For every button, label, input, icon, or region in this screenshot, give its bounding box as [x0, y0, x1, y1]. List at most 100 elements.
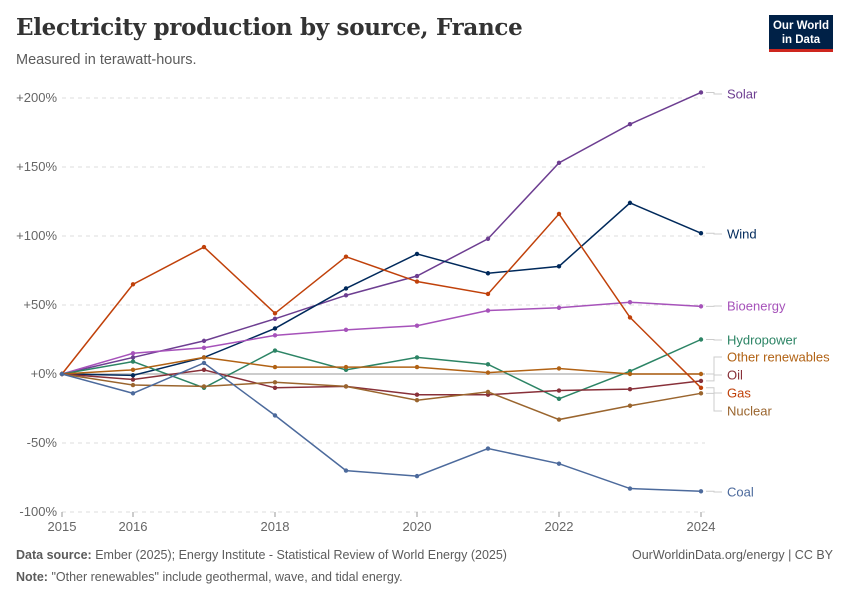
series-line-nuclear	[61, 373, 702, 421]
data-point-bioenergy	[627, 300, 633, 305]
note-label: Note:	[16, 570, 48, 584]
label-connector	[706, 374, 722, 382]
data-point-nuclear	[201, 384, 207, 389]
data-point-bioenergy	[130, 351, 136, 356]
data-point-nuclear	[414, 398, 420, 403]
data-point-coal	[485, 446, 491, 451]
data-point-bioenergy	[556, 305, 562, 310]
data-point-wind	[414, 251, 420, 257]
data-point-oil	[272, 385, 278, 390]
data-point-other-renewables	[414, 364, 420, 370]
data-point-other-renewables	[130, 367, 136, 373]
data-point-wind	[343, 286, 349, 291]
series-label-wind: Wind	[727, 227, 757, 242]
data-point-bioenergy	[272, 333, 278, 338]
data-point-coal	[272, 413, 278, 418]
note-text: "Other renewables" include geothermal, w…	[51, 570, 403, 584]
data-point-hydropower	[556, 396, 562, 402]
data-point-nuclear	[485, 389, 491, 395]
series-line-bioenergy	[61, 301, 702, 375]
data-point-solar	[485, 236, 491, 241]
data-point-other-renewables	[485, 370, 491, 375]
data-point-wind	[272, 326, 278, 331]
data-point-hydropower	[485, 362, 491, 367]
label-connector	[706, 339, 722, 341]
label-connector	[706, 392, 722, 412]
data-point-nuclear	[130, 382, 136, 388]
y-tick-label: +0%	[31, 366, 58, 381]
data-point-wind	[485, 271, 491, 276]
label-connector	[706, 490, 722, 493]
series-label-oil: Oil	[727, 368, 743, 383]
data-point-other-renewables	[343, 364, 349, 370]
data-point-bioenergy	[343, 327, 349, 333]
series-line-coal	[61, 362, 702, 493]
series-label-nuclear: Nuclear	[727, 404, 772, 419]
chart-subtitle: Measured in terawatt-hours.	[16, 52, 197, 68]
data-point-wind	[130, 373, 136, 378]
label-connector	[706, 387, 722, 394]
chart-title: Electricity production by source, France	[16, 14, 523, 41]
data-point-other-renewables	[556, 366, 562, 371]
data-point-gas	[130, 282, 136, 287]
data-source: Data source: Ember (2025); Energy Instit…	[16, 548, 507, 562]
data-point-coal	[201, 360, 207, 366]
data-point-nuclear	[627, 403, 633, 408]
data-point-gas	[627, 315, 633, 320]
data-point-gas	[556, 211, 562, 217]
owid-logo[interactable]: Our World in Data	[769, 15, 833, 52]
data-point-other-renewables	[201, 355, 207, 360]
note: Note: "Other renewables" include geother…	[16, 570, 403, 584]
data-point-oil	[698, 378, 704, 384]
data-point-gas	[485, 291, 491, 297]
series-line-other-renewables	[61, 356, 701, 375]
data-point-bioenergy	[201, 345, 207, 350]
data-point-solar	[201, 338, 207, 344]
data-point-wind	[698, 231, 704, 236]
x-tick-label: 2024	[687, 519, 716, 534]
data-point-oil	[130, 377, 136, 382]
data-point-wind	[556, 264, 562, 269]
data-point-oil	[556, 388, 562, 393]
data-point-oil	[201, 367, 207, 373]
series-line-gas	[61, 212, 702, 389]
data-point-hydropower	[698, 337, 704, 342]
data-point-oil	[414, 392, 420, 397]
data-point-solar	[130, 355, 136, 360]
data-point-nuclear	[698, 391, 704, 396]
data-point-bioenergy	[698, 304, 704, 309]
data-point-coal	[556, 461, 562, 466]
data-point-solar	[698, 90, 704, 95]
label-connector	[706, 91, 722, 95]
y-tick-label: -100%	[19, 504, 57, 519]
data-point-wind	[627, 200, 633, 206]
credit-link[interactable]: OurWorldinData.org/energy | CC BY	[631, 548, 833, 562]
series-label-solar: Solar	[727, 87, 758, 102]
data-point-bioenergy	[414, 323, 420, 328]
data-point-bioenergy	[485, 308, 491, 313]
series-label-hydropower: Hydropower	[727, 333, 798, 348]
data-point-coal	[59, 371, 65, 377]
y-tick-label: +50%	[23, 297, 57, 312]
data-point-gas	[414, 279, 420, 284]
data-point-coal	[343, 468, 349, 473]
y-tick-label: +200%	[16, 90, 57, 105]
data-point-other-renewables	[698, 371, 704, 377]
data-point-hydropower	[272, 348, 278, 353]
data-point-other-renewables	[272, 364, 278, 370]
data-point-solar	[414, 273, 420, 279]
data-point-nuclear	[556, 417, 562, 422]
data-point-coal	[130, 391, 136, 396]
data-point-solar	[627, 122, 633, 127]
data-point-gas	[698, 385, 704, 390]
data-point-oil	[627, 386, 633, 392]
series-label-gas: Gas	[727, 386, 751, 401]
series-line-wind	[61, 202, 702, 377]
data-point-coal	[627, 486, 633, 491]
label-connector	[706, 356, 722, 375]
x-tick-label: 2015	[48, 519, 77, 534]
data-point-solar	[343, 293, 349, 298]
data-point-gas	[272, 311, 278, 316]
data-point-nuclear	[343, 384, 349, 389]
